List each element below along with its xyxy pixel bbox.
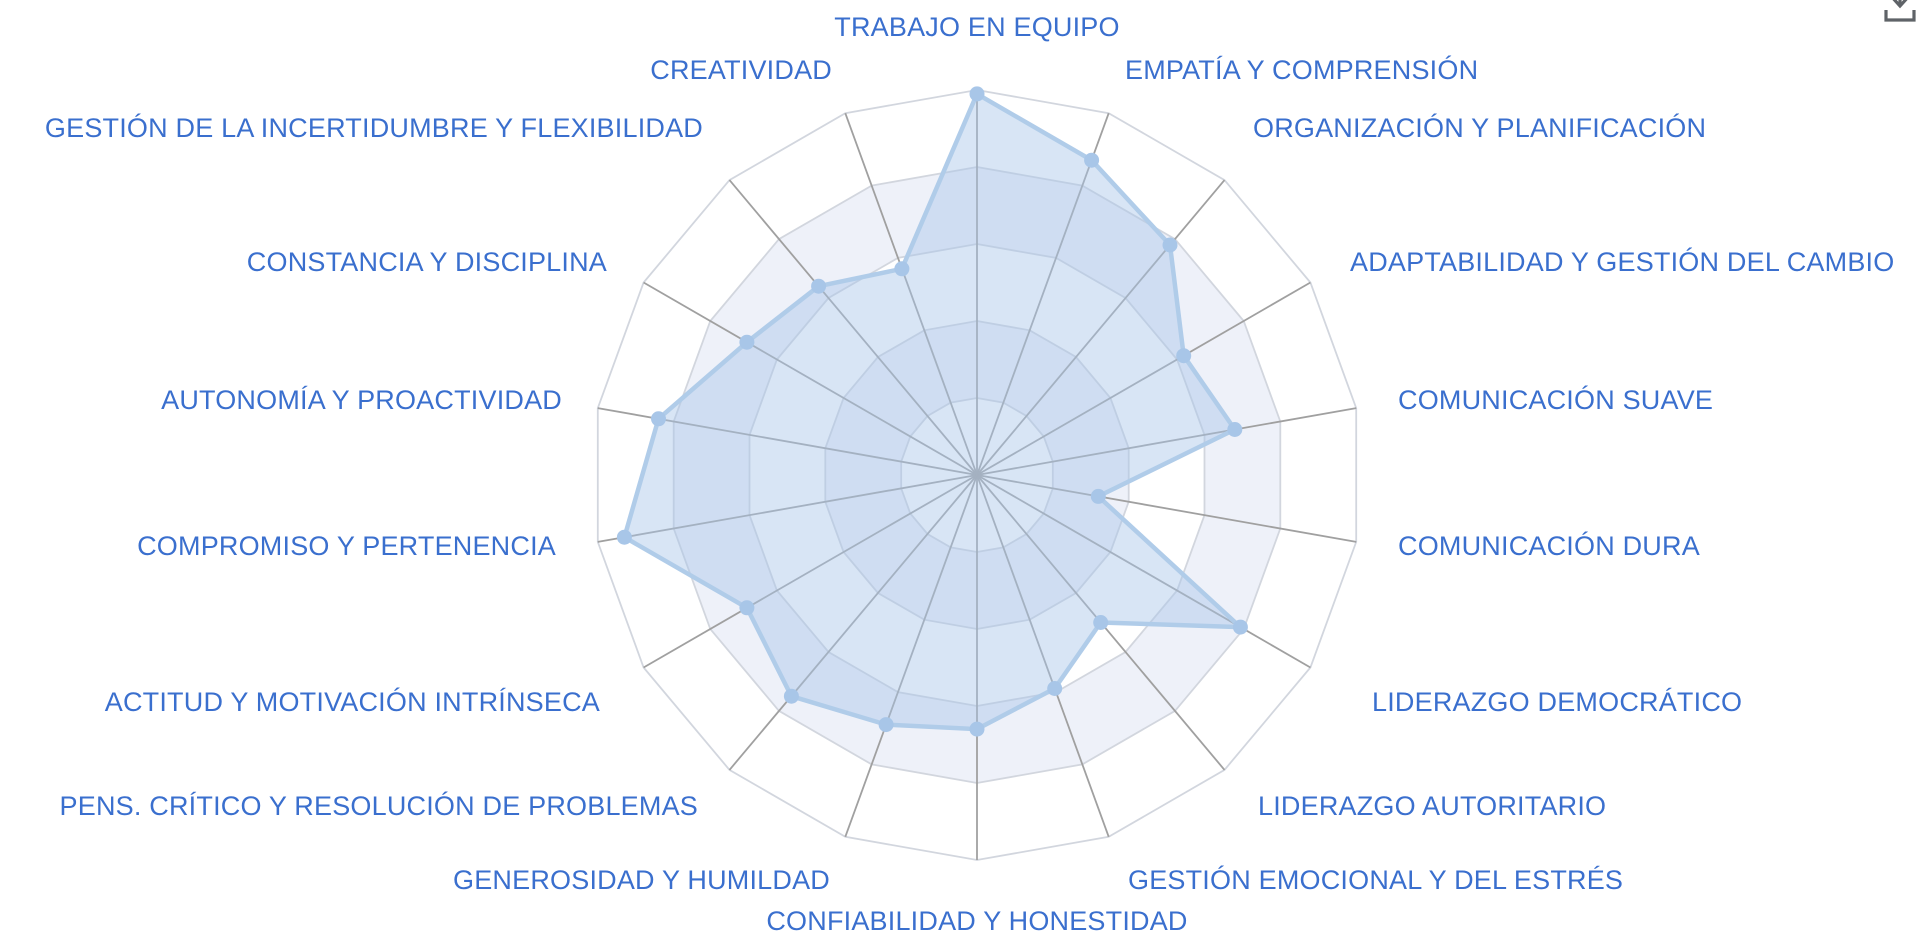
axis-label-trabajo-en-equipo: TRABAJO EN EQUIPO [834,12,1119,42]
axis-label-pens-critico-y-resolucion-de-problemas: PENS. CRÍTICO Y RESOLUCIÓN DE PROBLEMAS [60,790,698,821]
download-button[interactable] [1880,0,1920,24]
axis-line-compromiso-y-pertenencia [597,474,978,543]
axis-label-actitud-y-motivacion-intrinseca: ACTITUD Y MOTIVACIÓN INTRÍNSECA [105,686,600,717]
axis-line-liderazgo-democratico [976,474,1311,669]
axis-line-gestion-emocional-y-del-estres [976,474,1110,838]
data-point-creatividad[interactable] [894,261,910,277]
axis-line-gestion-de-la-incertidumbre-y-flexibilidad [728,179,978,476]
axis-label-constancia-y-disciplina: CONSTANCIA Y DISCIPLINA [247,247,607,277]
axis-label-generosidad-y-humildad: GENEROSIDAD Y HUMILDAD [453,865,830,895]
data-point-liderazgo-democratico[interactable] [1232,619,1248,635]
data-point-pens-critico-y-resolucion-de-problemas[interactable] [783,688,799,704]
axis-label-compromiso-y-pertenencia: COMPROMISO Y PERTENENCIA [137,531,556,561]
axis-line-comunicacion-dura [976,474,1357,543]
axis-line-organizacion-y-planificacion [976,179,1226,476]
axis-lines [597,90,1357,860]
data-point-comunicacion-suave[interactable] [1227,422,1243,437]
data-point-gestion-emocional-y-del-estres[interactable] [1047,681,1063,696]
axis-line-actitud-y-motivacion-intrinseca [643,474,978,669]
data-point-empatia-y-comprension[interactable] [1084,152,1100,168]
axis-label-empatia-y-comprension: EMPATÍA Y COMPRENSIÓN [1125,54,1478,85]
data-point-comunicacion-dura[interactable] [1090,488,1106,504]
axis-label-organizacion-y-planificacion: ORGANIZACIÓN Y PLANIFICACIÓN [1253,112,1706,143]
axis-label-gestion-emocional-y-del-estres: GESTIÓN EMOCIONAL Y DEL ESTRÉS [1128,864,1623,895]
download-icon [1884,0,1916,22]
axis-line-adaptabilidad-y-gestion-del-cambio [976,281,1311,476]
data-point-organizacion-y-planificacion[interactable] [1162,237,1178,253]
data-point-adaptabilidad-y-gestion-del-cambio[interactable] [1176,348,1192,364]
axis-label-comunicacion-suave: COMUNICACIÓN SUAVE [1398,384,1713,415]
axis-label-liderazgo-autoritario: LIDERAZGO AUTORITARIO [1258,791,1606,821]
axis-label-liderazgo-democratico: LIDERAZGO DEMOCRÁTICO [1372,687,1742,717]
axis-line-constancia-y-disciplina [643,281,978,476]
axis-line-comunicacion-suave [976,407,1357,476]
axis-label-confiabilidad-y-honestidad: CONFIABILIDAD Y HONESTIDAD [766,906,1187,936]
axis-line-empatia-y-comprension [976,112,1110,476]
data-point-constancia-y-disciplina[interactable] [739,334,755,350]
data-point-compromiso-y-pertenencia[interactable] [616,529,632,545]
axis-line-pens-critico-y-resolucion-de-problemas [728,474,978,771]
data-point-trabajo-en-equipo[interactable] [969,86,985,102]
data-point-autonomia-y-proactividad[interactable] [651,411,666,427]
axis-label-comunicacion-dura: COMUNICACIÓN DURA [1398,530,1700,561]
data-point-gestion-de-la-incertidumbre-y-flexibilidad[interactable] [811,278,827,294]
axis-line-generosidad-y-humildad [844,474,978,838]
axis-label-creatividad: CREATIVIDAD [650,55,832,85]
axis-label-adaptabilidad-y-gestion-del-cambio: ADAPTABILIDAD Y GESTIÓN DEL CAMBIO [1350,246,1894,277]
data-points [616,86,1248,737]
data-point-generosidad-y-humildad[interactable] [878,717,894,733]
axis-label-gestion-de-la-incertidumbre-y-flexibilidad: GESTIÓN DE LA INCERTIDUMBRE Y FLEXIBILID… [45,112,703,143]
data-point-liderazgo-autoritario[interactable] [1093,615,1109,630]
data-point-actitud-y-motivacion-intrinseca[interactable] [739,600,755,616]
data-point-confiabilidad-y-honestidad[interactable] [969,721,985,737]
axis-label-autonomia-y-proactividad: AUTONOMÍA Y PROACTIVIDAD [161,385,562,415]
axis-line-creatividad [844,112,978,476]
